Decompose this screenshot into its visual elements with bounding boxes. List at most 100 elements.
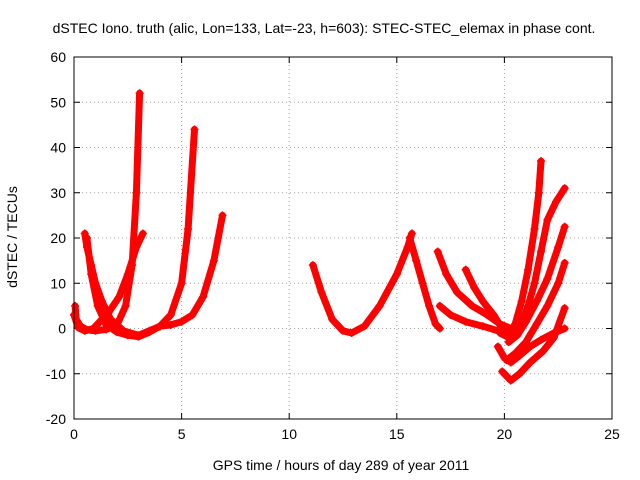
ticks: 0 5 10 15 20 25 -20 -10 0 10 20 30 40 50 60 bbox=[46, 49, 620, 442]
data-point bbox=[199, 292, 208, 301]
data-point bbox=[554, 243, 563, 252]
data-point bbox=[218, 211, 227, 220]
data-point bbox=[521, 317, 530, 326]
x-tick-label: 0 bbox=[70, 426, 78, 442]
data-point bbox=[435, 301, 444, 310]
data-point bbox=[526, 358, 535, 367]
data-point bbox=[188, 310, 197, 319]
y-tick-label: 40 bbox=[50, 140, 66, 156]
data-point bbox=[347, 329, 356, 338]
data-point bbox=[560, 258, 569, 267]
data-point bbox=[539, 347, 548, 356]
data-point bbox=[93, 301, 102, 310]
data-point bbox=[177, 317, 186, 326]
data-point bbox=[82, 234, 91, 242]
data-point bbox=[102, 320, 111, 329]
y-tick-label: 0 bbox=[58, 321, 66, 337]
data-point bbox=[493, 342, 502, 351]
data-point bbox=[132, 188, 141, 197]
data-point bbox=[308, 261, 317, 270]
y-tick-label: 50 bbox=[50, 94, 66, 110]
data-point bbox=[517, 297, 526, 306]
data-point bbox=[412, 256, 421, 265]
data-point bbox=[496, 329, 505, 338]
data-point bbox=[360, 322, 369, 331]
y-tick-label: 30 bbox=[50, 185, 66, 201]
data-point bbox=[552, 197, 561, 206]
data-point bbox=[123, 270, 132, 279]
data-point bbox=[106, 315, 115, 324]
data-point bbox=[543, 301, 552, 310]
data-point bbox=[115, 292, 124, 301]
data-point bbox=[135, 89, 144, 98]
x-tick-label: 20 bbox=[497, 426, 513, 442]
data-point bbox=[511, 319, 520, 328]
data-point bbox=[549, 333, 558, 342]
data-point bbox=[431, 319, 440, 328]
x-tick-label: 25 bbox=[604, 426, 620, 442]
data-point bbox=[543, 215, 552, 224]
data-point bbox=[470, 283, 479, 292]
x-tick-label: 15 bbox=[389, 426, 405, 442]
data-point bbox=[184, 224, 193, 233]
data-point bbox=[209, 256, 218, 265]
data-point bbox=[339, 326, 347, 335]
data-point bbox=[317, 288, 326, 297]
data-point bbox=[87, 270, 96, 279]
data-point bbox=[71, 301, 80, 310]
data-point bbox=[554, 279, 563, 288]
data-point bbox=[515, 369, 524, 378]
data-point bbox=[89, 324, 98, 333]
data-point bbox=[504, 338, 513, 347]
data-point bbox=[392, 270, 401, 279]
data-point bbox=[489, 310, 498, 319]
data-arc bbox=[309, 230, 416, 337]
data-point bbox=[502, 356, 511, 365]
data-arc bbox=[496, 157, 545, 342]
data-point bbox=[442, 270, 451, 279]
data-point bbox=[536, 157, 545, 166]
y-tick-label: 60 bbox=[50, 49, 66, 65]
data-point bbox=[521, 338, 530, 347]
data-point bbox=[506, 376, 515, 385]
data-point bbox=[478, 322, 487, 331]
data-marks bbox=[70, 89, 569, 385]
data-arc bbox=[71, 89, 144, 335]
data-point bbox=[123, 331, 132, 340]
data-point bbox=[536, 247, 545, 256]
data-point bbox=[560, 304, 569, 313]
y-tick-label: 10 bbox=[50, 275, 66, 291]
data-point bbox=[453, 288, 462, 297]
data-point bbox=[498, 367, 507, 376]
plot-frame bbox=[73, 56, 613, 420]
chart-title: dSTEC Iono. truth (alic, Lon=133, Lat=-2… bbox=[53, 20, 596, 36]
data-point bbox=[532, 297, 541, 306]
data-point bbox=[530, 224, 539, 233]
data-point bbox=[560, 324, 569, 333]
data-point bbox=[113, 328, 122, 337]
data-point bbox=[138, 229, 147, 238]
data-point bbox=[166, 310, 175, 319]
data-point bbox=[132, 243, 141, 252]
data-point bbox=[145, 328, 154, 337]
x-tick-label: 10 bbox=[281, 426, 297, 442]
data-point bbox=[461, 317, 470, 326]
data-point bbox=[536, 335, 545, 344]
x-axis-label: GPS time / hours of day 289 of year 2011 bbox=[213, 457, 470, 473]
x-tick-label: 5 bbox=[178, 426, 186, 442]
data-point bbox=[328, 315, 337, 324]
data-point bbox=[530, 279, 539, 288]
data-point bbox=[166, 320, 175, 329]
data-point bbox=[134, 332, 143, 341]
data-point bbox=[74, 323, 83, 332]
data-point bbox=[543, 274, 552, 283]
y-tick-label: -20 bbox=[46, 411, 66, 427]
data-point bbox=[435, 324, 444, 333]
data-point bbox=[405, 234, 414, 242]
data-point bbox=[560, 222, 569, 231]
data-point bbox=[375, 301, 384, 310]
data-point bbox=[156, 322, 165, 331]
data-point bbox=[121, 301, 130, 310]
data-point bbox=[534, 188, 543, 197]
